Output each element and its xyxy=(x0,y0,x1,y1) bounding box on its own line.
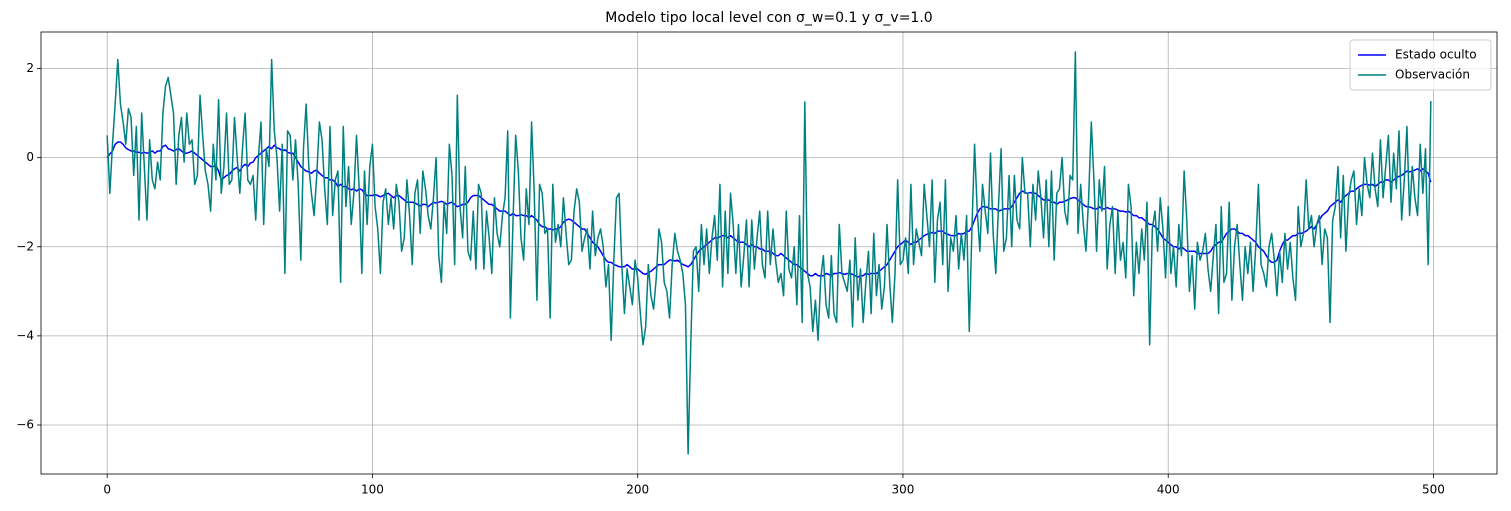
x-tick-label: 300 xyxy=(892,483,915,497)
legend-label: Estado oculto xyxy=(1395,48,1477,62)
plot-frame xyxy=(40,31,1498,475)
y-tick-label: −6 xyxy=(16,417,34,431)
series-line xyxy=(106,141,1432,278)
y-tick-label: −4 xyxy=(16,328,34,342)
x-tick-label: 500 xyxy=(1422,483,1445,497)
legend-label: Observación xyxy=(1395,68,1470,82)
y-tick-label: 0 xyxy=(26,150,34,164)
y-tick-label: 2 xyxy=(26,61,34,75)
series-line xyxy=(106,51,1432,455)
legend: Estado oculto Observación xyxy=(1349,39,1492,91)
x-tick-label: 200 xyxy=(626,483,649,497)
y-tick-label: −2 xyxy=(16,239,34,253)
x-tick-label: 100 xyxy=(361,483,384,497)
legend-box xyxy=(1349,39,1492,91)
chart-title: Modelo tipo local level con σ_w=0.1 y σ_… xyxy=(605,10,932,26)
x-tick-label: 0 xyxy=(103,483,111,497)
x-tick-label: 400 xyxy=(1157,483,1180,497)
